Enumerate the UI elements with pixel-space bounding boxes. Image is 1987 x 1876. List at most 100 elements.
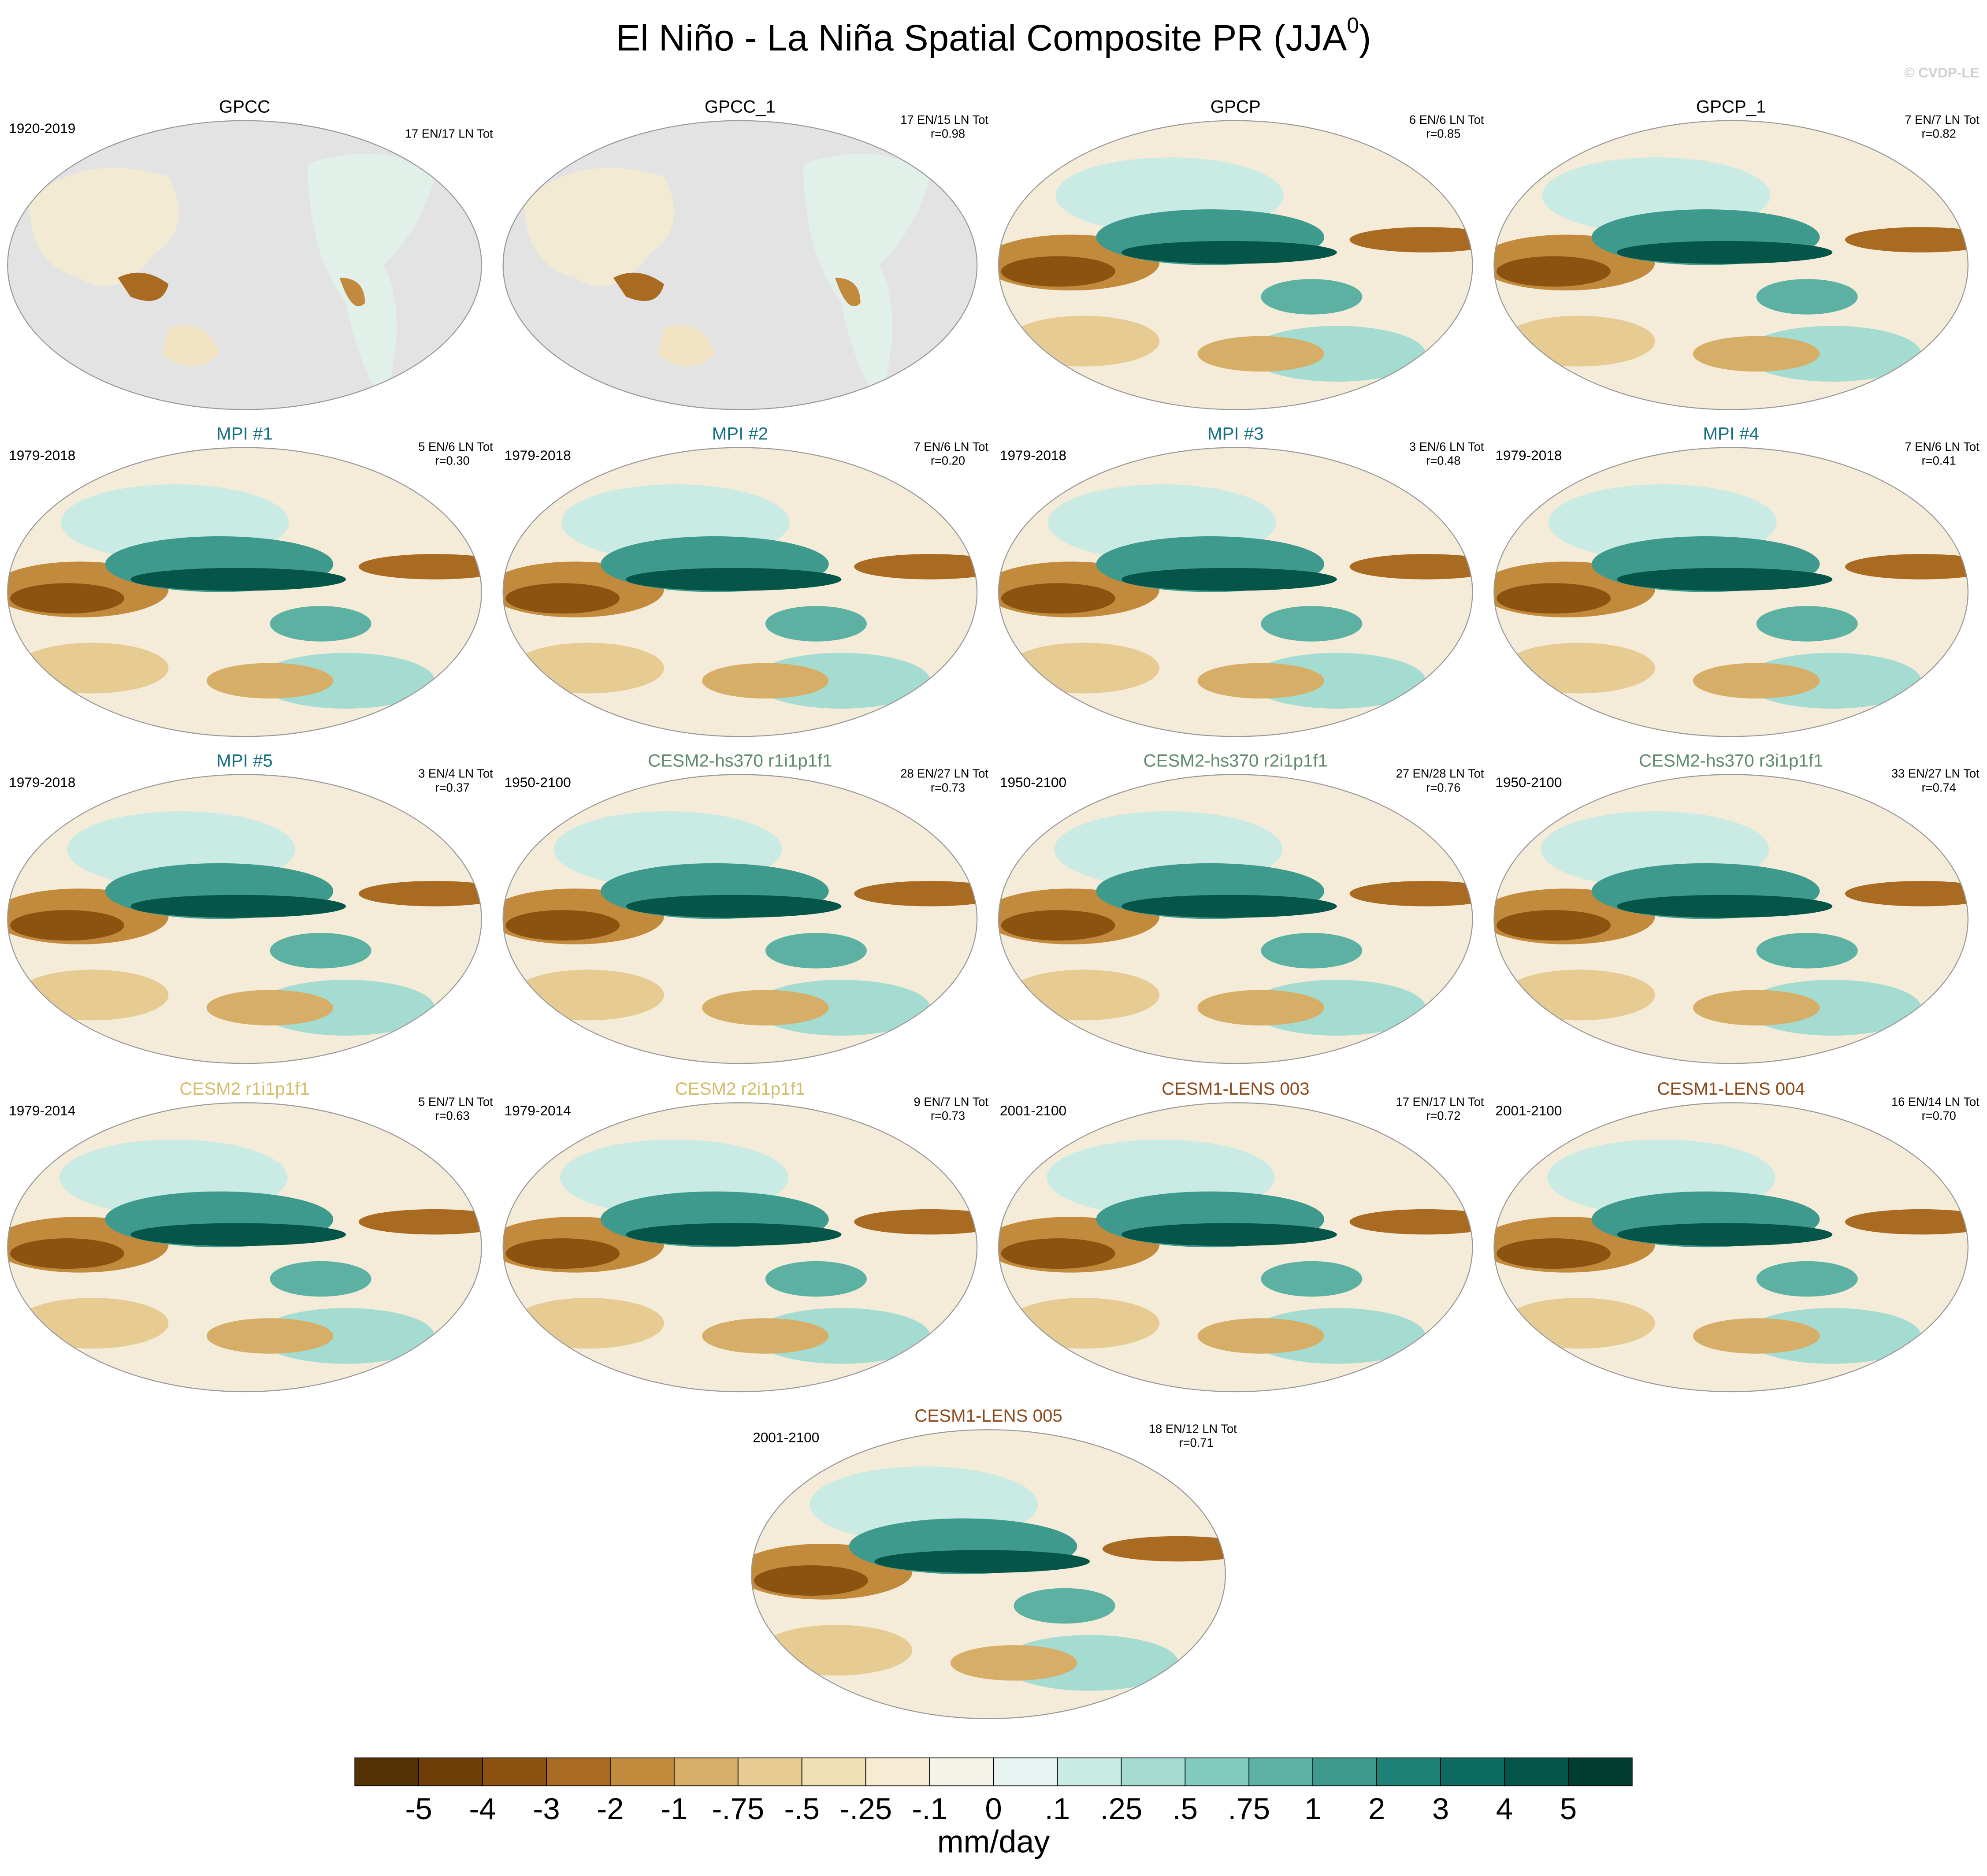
anomaly — [206, 990, 334, 1025]
anomaly — [1497, 1238, 1611, 1269]
map-field — [503, 774, 977, 1064]
anomaly — [1121, 1223, 1337, 1246]
panel-counts: 17 EN/17 LN Tot — [1396, 1095, 1484, 1109]
map-outline — [1493, 1102, 1969, 1393]
panel-correlation: r=0.74 — [1922, 780, 1956, 794]
panel-counts: 3 EN/6 LN Tot — [1409, 440, 1484, 453]
anomaly — [1349, 1209, 1473, 1235]
anomaly — [626, 1223, 842, 1246]
title-text: El Niño - La Niña Spatial Composite PR (… — [616, 18, 1347, 59]
panel-counts: 5 EN/6 LN Tot — [418, 440, 493, 453]
anomaly — [1014, 1588, 1115, 1624]
colorbar-box — [482, 1757, 547, 1787]
colorbar-box — [993, 1757, 1058, 1787]
map-outline — [998, 447, 1473, 737]
colorbar: -5 -4 -3 -2 -1 -.75 -.5 -.25 -.1 0 .1 .25 .5 .75 1 2 3 4 5… — [354, 1757, 1633, 1860]
panel-correlation: r=0.70 — [1922, 1109, 1956, 1122]
panel-title: CESM2-hs370 r1i1p1f1 — [648, 750, 832, 770]
map-outline — [1493, 447, 1969, 737]
panel-counts: 7 EN/7 LN Tot — [1905, 113, 1980, 126]
anomaly — [16, 1298, 169, 1349]
map-field — [1494, 774, 1968, 1064]
anomaly — [1001, 910, 1115, 941]
colorbar-label: -.25 — [839, 1792, 892, 1826]
land — [803, 153, 930, 405]
anomaly — [358, 554, 482, 580]
anomaly — [505, 910, 620, 941]
anomaly — [1756, 606, 1858, 642]
anomaly — [1756, 279, 1858, 315]
anomaly — [206, 1318, 334, 1354]
map-field — [503, 447, 977, 737]
anomaly — [206, 663, 334, 699]
colorbar-box — [1121, 1757, 1186, 1787]
panel-correlation: r=0.48 — [1426, 453, 1460, 467]
anomaly — [505, 1238, 620, 1269]
panel-title: GPCC — [219, 97, 270, 117]
anomaly — [1007, 316, 1160, 367]
anomaly — [1261, 1261, 1363, 1297]
panel-counts: 3 EN/4 LN Tot — [418, 767, 493, 780]
anomaly — [626, 895, 842, 918]
map-outline — [502, 1102, 978, 1393]
panel-correlation: r=0.41 — [1922, 453, 1956, 467]
colorbar-label: -.75 — [712, 1792, 764, 1826]
anomaly — [1503, 643, 1655, 694]
colorbar-label: -3 — [533, 1792, 560, 1826]
panel-title: MPI #1 — [216, 423, 273, 443]
colorbar-box — [801, 1757, 866, 1787]
map-outline — [1493, 120, 1969, 410]
anomaly — [505, 583, 620, 614]
anomaly — [1497, 910, 1611, 941]
map-panel: CESM1-LENS 005 2001-2100 18 EN/12 LN Totr=… — [751, 1406, 1237, 1720]
land — [162, 325, 219, 367]
colorbar-box — [1568, 1757, 1633, 1787]
panel-title: GPCP — [1211, 97, 1261, 117]
colorbar-box — [673, 1757, 739, 1787]
anomaly — [854, 1209, 977, 1235]
panel-title: MPI #4 — [1703, 423, 1759, 443]
anomaly — [1121, 241, 1337, 264]
anomaly — [1102, 1536, 1226, 1562]
panel-years: 1979-2018 — [505, 447, 571, 463]
anomaly — [512, 1298, 664, 1349]
colorbar-box — [1504, 1757, 1569, 1787]
colorbar-box — [865, 1757, 930, 1787]
land — [835, 278, 861, 306]
panel-correlation: r=0.98 — [931, 127, 965, 141]
panel-correlation: r=0.63 — [435, 1109, 470, 1122]
anomaly — [1261, 606, 1363, 642]
colorbar-label: 4 — [1496, 1792, 1513, 1826]
anomaly — [16, 970, 169, 1021]
panel-title: GPCP_1 — [1696, 97, 1766, 117]
anomaly — [1197, 990, 1325, 1025]
panel-years: 1979-2018 — [9, 447, 75, 463]
anomaly — [1349, 554, 1473, 580]
panel-counts: 6 EN/6 LN Tot — [1409, 113, 1484, 126]
anomaly — [1617, 895, 1833, 918]
colorbar-label: 1 — [1304, 1792, 1321, 1826]
map-panel: CESM2-hs370 r1i1p1f1 1950-2100 28 EN/27 LN… — [502, 750, 988, 1064]
panel-counts: 16 EN/14 LN Tot — [1891, 1095, 1980, 1109]
map-field — [7, 774, 482, 1064]
map-panel: CESM2 r1i1p1f1 1979-2014 5 EN/7 LN Totr=0.… — [7, 1079, 493, 1393]
anomaly — [1121, 568, 1337, 591]
colorbar-label: -5 — [405, 1792, 432, 1826]
colorbar-label: 5 — [1560, 1792, 1577, 1826]
anomaly — [1349, 227, 1473, 253]
credit: © CVDP-LE — [1904, 65, 1980, 81]
map-outline — [502, 447, 978, 737]
map-outline — [502, 774, 978, 1064]
anomaly — [854, 881, 977, 906]
panel-years: 2001-2100 — [1495, 1103, 1562, 1118]
panel-correlation: r=0.20 — [931, 453, 965, 467]
anomaly — [1349, 881, 1473, 906]
land — [308, 153, 435, 405]
map-panel: CESM1-LENS 004 2001-2100 16 EN/14 LN Totr=… — [1493, 1079, 1980, 1393]
land — [339, 278, 365, 306]
panel-title: CESM2 r1i1p1f1 — [179, 1079, 309, 1099]
map-panel: GPCC 1920-2019 17 EN/17 LN Tot — [7, 97, 493, 410]
